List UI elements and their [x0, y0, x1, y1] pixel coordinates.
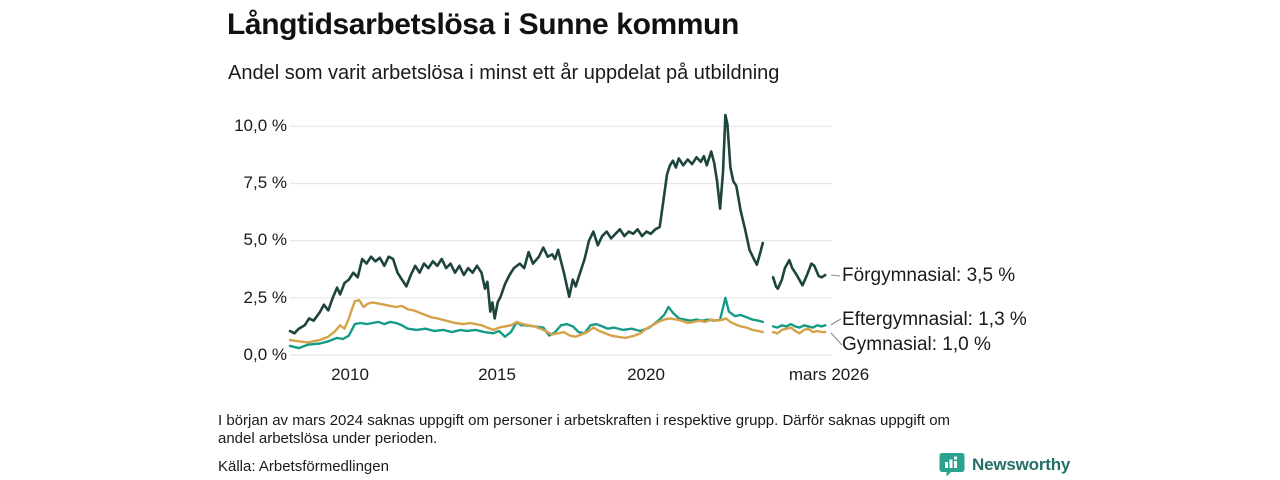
- series-line-förgymnasial: [288, 113, 765, 335]
- series-lines: [288, 113, 827, 350]
- series-line-gymnasial: [771, 326, 827, 335]
- series-line-förgymnasial: [771, 258, 827, 291]
- y-tick-label-5: 5,0 %: [243, 230, 287, 249]
- y-tick-label-10: 10,0 %: [234, 116, 287, 135]
- page-title: Långtidsarbetslösa i Sunne kommun: [227, 8, 739, 41]
- source-text: Källa: Arbetsförmedlingen: [218, 458, 389, 475]
- y-tick-label-0: 0,0 %: [243, 345, 287, 364]
- logo-bar-3: [954, 461, 957, 468]
- branding: Newsworthy: [939, 452, 1070, 477]
- legend-connectors: [830, 274, 843, 346]
- y-tick-label-7-5: 7,5 %: [243, 173, 287, 192]
- x-tick-label-2015: 2015: [478, 365, 516, 384]
- footnote: I början av mars 2024 saknas uppgift om …: [218, 412, 1098, 447]
- connector-forgymnasial: [830, 274, 841, 277]
- gridlines: [290, 125, 832, 356]
- logo-bar-1: [945, 462, 948, 468]
- series-label-eftergymnasial: Eftergymnasial: 1,3 %: [842, 309, 1027, 330]
- x-tick-label-mars-2026: mars 2026: [788, 365, 870, 384]
- brand-name: Newsworthy: [972, 454, 1071, 474]
- x-tick-label-2010: 2010: [331, 365, 369, 384]
- connector-eftergymnasial: [830, 318, 842, 326]
- footnote-line-1: I början av mars 2024 saknas uppgift om …: [218, 412, 951, 429]
- series-line-gymnasial: [288, 298, 764, 344]
- logo-bar-2: [949, 459, 953, 468]
- series-label-forgymnasial: Förgymnasial: 3,5 %: [842, 265, 1016, 286]
- series-line-eftergymnasial: [771, 322, 827, 329]
- x-tick-label-2020: 2020: [627, 365, 665, 384]
- series-label-gymnasial: Gymnasial: 1,0 %: [842, 334, 991, 355]
- footnote-line-2: andel arbetslösa under perioden.: [218, 429, 438, 447]
- page-subtitle: Andel som varit arbetslösa i minst ett å…: [228, 62, 780, 84]
- y-tick-label-2-5: 2,5 %: [243, 288, 287, 307]
- newsworthy-logo-icon: [939, 453, 965, 477]
- logo-dot: [954, 456, 957, 460]
- connector-gymnasial: [830, 332, 843, 346]
